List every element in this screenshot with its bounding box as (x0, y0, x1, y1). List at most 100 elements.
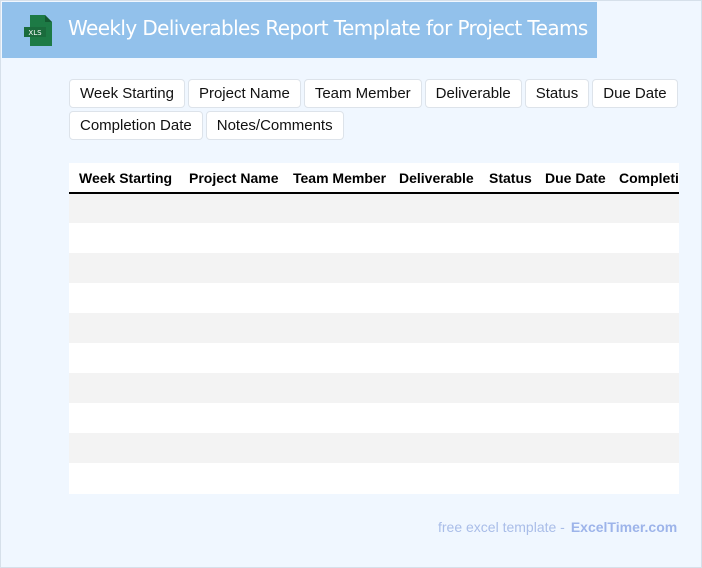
table-header-row: Week Starting Project Name Team Member Deli… (69, 163, 679, 194)
field-chip[interactable]: Notes/Comments (205, 111, 344, 140)
table-cell[interactable] (535, 463, 609, 493)
column-header[interactable]: Week Starting (69, 163, 179, 194)
table-cell[interactable] (179, 343, 283, 373)
field-chip[interactable]: Deliverable (424, 79, 522, 108)
table-cell[interactable] (283, 403, 389, 433)
table-cell[interactable] (535, 253, 609, 283)
table-cell[interactable] (69, 463, 179, 493)
table-cell[interactable] (535, 313, 609, 343)
table-row (69, 373, 679, 403)
table-cell[interactable] (69, 283, 179, 313)
field-chip[interactable]: Completion Date (69, 111, 203, 140)
field-chip[interactable]: Due Date (592, 79, 678, 108)
table-cell[interactable] (609, 373, 679, 403)
table-row (69, 253, 679, 283)
table-cell[interactable] (389, 253, 479, 283)
table-cell[interactable] (69, 433, 179, 463)
table-cell[interactable] (479, 313, 535, 343)
field-chip[interactable]: Status (524, 79, 590, 108)
page-title: Weekly Deliverables Report Template for … (68, 16, 588, 40)
table-cell[interactable] (283, 373, 389, 403)
column-header[interactable]: Team Member (283, 163, 389, 194)
table-cell[interactable] (535, 283, 609, 313)
table-cell[interactable] (535, 193, 609, 223)
table-cell[interactable] (179, 403, 283, 433)
table-cell[interactable] (389, 373, 479, 403)
table-cell[interactable] (479, 433, 535, 463)
table-cell[interactable] (179, 373, 283, 403)
table-cell[interactable] (479, 403, 535, 433)
table-cell[interactable] (609, 343, 679, 373)
table-cell[interactable] (283, 463, 389, 493)
table-cell[interactable] (609, 313, 679, 343)
table-row (69, 403, 679, 433)
field-chip[interactable]: Team Member (303, 79, 422, 108)
table-cell[interactable] (609, 463, 679, 493)
table-cell[interactable] (283, 283, 389, 313)
table-cell[interactable] (283, 223, 389, 253)
column-header[interactable]: Status (479, 163, 535, 194)
table-cell[interactable] (389, 193, 479, 223)
table-cell[interactable] (283, 343, 389, 373)
column-header[interactable]: Deliverable (389, 163, 479, 194)
xls-file-icon: XLS (24, 15, 52, 46)
table-cell[interactable] (389, 283, 479, 313)
table-cell[interactable] (479, 463, 535, 493)
table-cell[interactable] (479, 343, 535, 373)
column-header[interactable]: Completion Date (609, 163, 679, 194)
table-cell[interactable] (479, 223, 535, 253)
table-row (69, 313, 679, 343)
table-cell[interactable] (535, 223, 609, 253)
field-chips: Week Starting Project Name Team Member Deli… (69, 79, 679, 140)
table-cell[interactable] (389, 313, 479, 343)
table-cell[interactable] (283, 253, 389, 283)
table-cell[interactable] (179, 313, 283, 343)
footer: free excel template - ExcelTimer.com (438, 519, 677, 535)
table-cell[interactable] (69, 403, 179, 433)
table-cell[interactable] (69, 373, 179, 403)
table-cell[interactable] (69, 343, 179, 373)
field-chip[interactable]: Project Name (187, 79, 301, 108)
table-cell[interactable] (535, 373, 609, 403)
column-header[interactable]: Project Name (179, 163, 283, 194)
table-cell[interactable] (389, 463, 479, 493)
table-row (69, 343, 679, 373)
table-cell[interactable] (283, 433, 389, 463)
table-cell[interactable] (389, 433, 479, 463)
table-cell[interactable] (283, 313, 389, 343)
table-cell[interactable] (389, 403, 479, 433)
table-cell[interactable] (535, 433, 609, 463)
table-cell[interactable] (69, 313, 179, 343)
table-cell[interactable] (69, 193, 179, 223)
table-cell[interactable] (179, 463, 283, 493)
table-row (69, 223, 679, 253)
field-chip[interactable]: Week Starting (69, 79, 185, 108)
table-cell[interactable] (609, 283, 679, 313)
table-cell[interactable] (535, 403, 609, 433)
table-cell[interactable] (179, 223, 283, 253)
title-bar: XLS Weekly Deliverables Report Template … (2, 2, 597, 58)
table-row (69, 283, 679, 313)
table-cell[interactable] (69, 253, 179, 283)
table-cell[interactable] (535, 343, 609, 373)
table-cell[interactable] (609, 253, 679, 283)
table-cell[interactable] (609, 223, 679, 253)
table-cell[interactable] (179, 253, 283, 283)
table-cell[interactable] (179, 193, 283, 223)
column-header[interactable]: Due Date (535, 163, 609, 194)
table-cell[interactable] (389, 223, 479, 253)
table-cell[interactable] (69, 223, 179, 253)
table-cell[interactable] (479, 373, 535, 403)
table-cell[interactable] (389, 343, 479, 373)
table-cell[interactable] (179, 283, 283, 313)
table-cell[interactable] (479, 253, 535, 283)
table-cell[interactable] (179, 433, 283, 463)
table-cell[interactable] (479, 193, 535, 223)
table-cell[interactable] (609, 403, 679, 433)
table-cell[interactable] (609, 193, 679, 223)
table-cell[interactable] (479, 283, 535, 313)
table-cell[interactable] (609, 433, 679, 463)
table-cell[interactable] (283, 193, 389, 223)
brand-link[interactable]: ExcelTimer.com (570, 519, 678, 535)
